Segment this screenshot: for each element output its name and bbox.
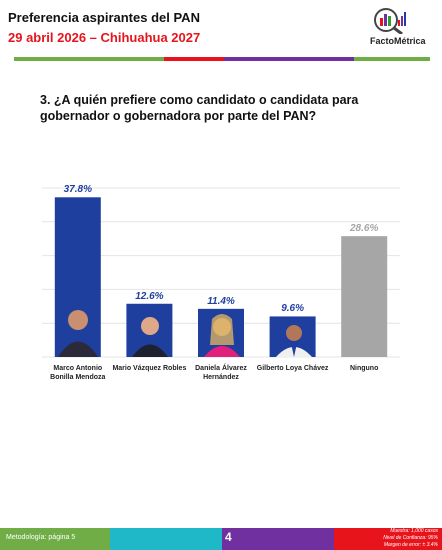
question: 3. ¿A quién prefiere como candidato o ca…: [40, 93, 359, 123]
logo-icon: [374, 8, 406, 34]
footer-band: [334, 528, 442, 550]
bar: [54, 197, 101, 357]
logo-text: FactoMétrica: [370, 36, 426, 46]
x-tick-label: Ninguno: [349, 365, 379, 372]
note: Muestra: 1,000 casos: [390, 528, 438, 534]
x-tick-label: Daniela Álvarez Hernández: [195, 365, 247, 381]
note: Margen de error: ± 3.4%: [383, 542, 438, 548]
footer-band: [0, 528, 110, 550]
title: Preferencia aspirantes del PAN: [8, 10, 200, 25]
page-number: 4: [225, 530, 232, 544]
note: Nivel de Confianza: 95%: [383, 535, 438, 541]
footer-band: [110, 528, 222, 550]
footer-band: [222, 528, 334, 550]
notes: Muestra: 1,000 casos Nivel de Confianza:…: [383, 528, 438, 549]
value-label: 37.8%: [63, 184, 92, 196]
value-label: 11.4%: [207, 295, 235, 307]
x-tick-label: Mario Vázquez Robles: [112, 365, 187, 372]
stripe: [164, 57, 224, 61]
photos: [58, 310, 312, 357]
methodology: Metodología: página 5: [6, 534, 76, 541]
value-label: 28.6%: [350, 223, 379, 235]
subtitle: 29 abril 2026 – Chihuahua 2027: [8, 30, 201, 45]
x-tick-label: Marco Antonio Bonilla Mendoza: [50, 365, 106, 381]
stripe: [14, 57, 164, 61]
chart: [42, 187, 400, 358]
x-tick-label: Gilberto Loya Chávez: [256, 365, 329, 372]
stripe: [354, 57, 430, 61]
value-label: 12.6%: [135, 290, 164, 302]
value-label: 9.6%: [281, 303, 304, 315]
bar: [341, 236, 388, 357]
stripe: [224, 57, 354, 61]
